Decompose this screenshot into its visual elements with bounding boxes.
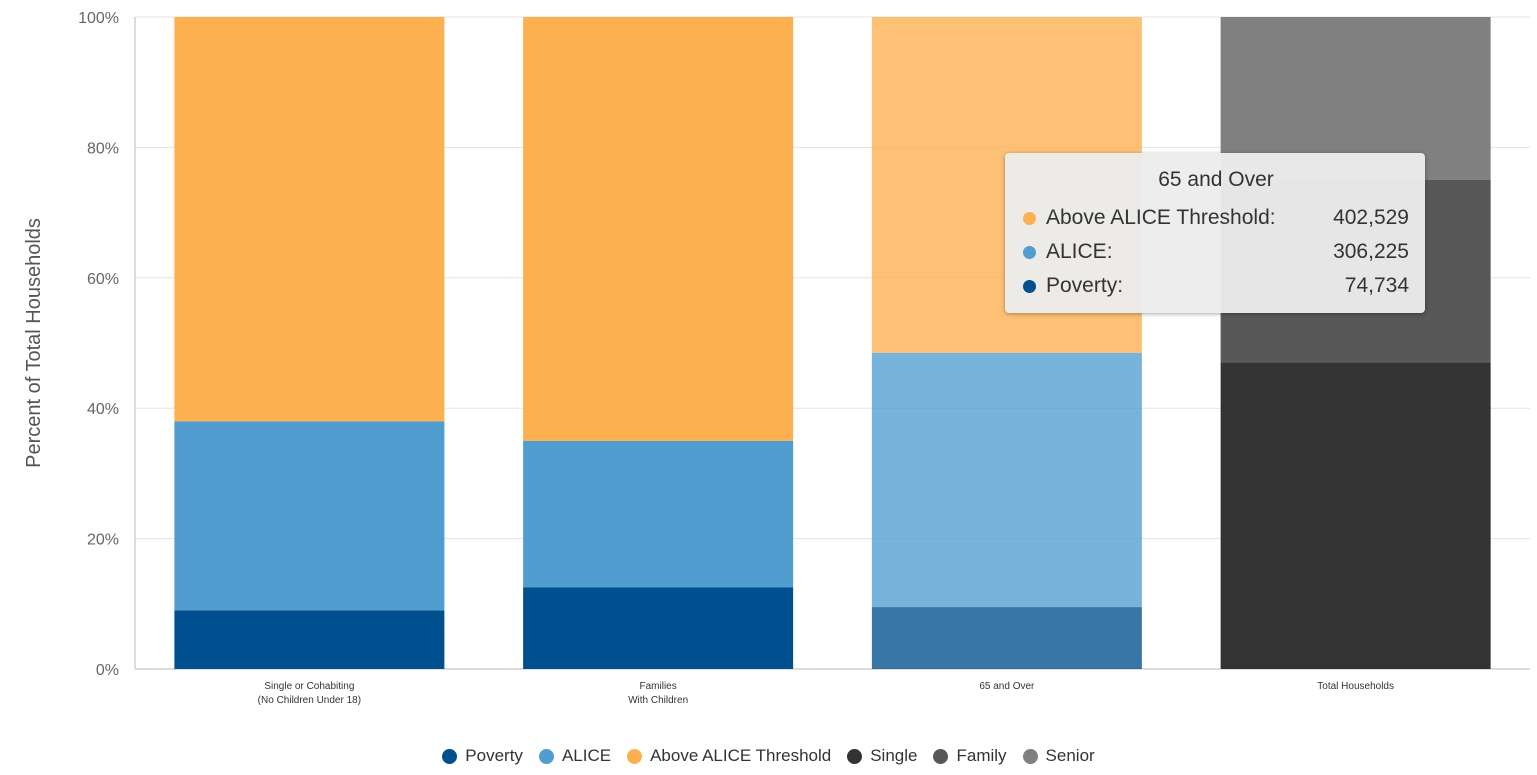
bar-segment-single[interactable] (1220, 362, 1491, 669)
bar-segment-alice[interactable] (871, 352, 1142, 608)
bar-segment-above-alice-threshold[interactable] (523, 17, 794, 441)
legend-item-poverty[interactable]: Poverty (442, 746, 523, 766)
legend-item-alice[interactable]: ALICE (538, 746, 612, 766)
legend-label: Poverty (465, 746, 523, 765)
legend-label: Single (870, 746, 918, 765)
x-tick-label: Families With Children (628, 681, 688, 706)
legend-label: ALICE (561, 746, 612, 765)
legend-item-senior[interactable]: Senior (1022, 746, 1095, 766)
bar-segment-poverty[interactable] (871, 607, 1142, 669)
above-alice-dot-icon (627, 748, 643, 764)
legend-item-family[interactable]: Family (933, 746, 1007, 766)
bar-segment-above-alice-threshold[interactable] (174, 17, 445, 422)
bar-segment-poverty[interactable] (523, 587, 794, 670)
family-dot-icon (933, 748, 949, 764)
tooltip-row-above-alice: Above ALICE Threshold: 402,529 (1023, 201, 1409, 235)
y-axis-title: Percent of Total Households (23, 218, 45, 468)
bar-segment-senior[interactable] (1220, 17, 1491, 180)
hover-tooltip: 65 and Over Above ALICE Threshold: 402,5… (1005, 153, 1425, 313)
legend-label: Above ALICE Threshold (650, 746, 832, 765)
y-tick-label: 100% (78, 10, 119, 27)
axes: 0% 20% 40% 60% 80% 100% Single or Cohabiting (N… (78, 10, 1394, 706)
tooltip-label: Poverty: (1046, 274, 1124, 297)
legend-item-above-alice[interactable]: Above ALICE Threshold (627, 746, 831, 766)
legend-label: Senior (1045, 746, 1095, 765)
alice-dot-icon (1023, 245, 1036, 259)
chart-legend: Poverty ALICE Above ALICE Threshold Sing… (0, 742, 1537, 770)
legend-item-single[interactable]: Single (847, 746, 917, 766)
bar-segment-alice[interactable] (174, 421, 445, 611)
x-tick-label: Total Households (1317, 681, 1394, 692)
y-tick-label: 40% (87, 401, 119, 418)
legend-label: Family (956, 746, 1007, 765)
tooltip-value: 74,734 (1344, 274, 1409, 297)
y-tick-label: 20% (87, 532, 119, 549)
poverty-dot-icon (442, 748, 458, 764)
tooltip-title: 65 and Over (1158, 168, 1274, 191)
tooltip-value: 306,225 (1333, 240, 1409, 263)
tooltip-row-alice: ALICE: 306,225 (1023, 235, 1409, 269)
alice-dot-icon (538, 748, 554, 764)
tooltip-label: Above ALICE Threshold: (1046, 206, 1276, 229)
poverty-dot-icon (1023, 279, 1036, 293)
single-dot-icon (847, 748, 863, 764)
x-tick-label: 65 and Over (979, 681, 1035, 692)
y-tick-label: 80% (87, 140, 119, 157)
tooltip-value: 402,529 (1333, 206, 1409, 229)
bars (174, 17, 1491, 670)
above-alice-dot-icon (1023, 211, 1036, 225)
tooltip-label: ALICE: (1046, 240, 1113, 263)
x-tick-label: Single or Cohabiting (No Children Under 1… (258, 681, 361, 706)
y-tick-label: 60% (87, 271, 119, 288)
y-tick-label: 0% (96, 662, 119, 679)
senior-dot-icon (1022, 748, 1038, 764)
bar-segment-poverty[interactable] (174, 610, 445, 669)
tooltip-row-poverty: Poverty: 74,734 (1023, 269, 1409, 303)
bar-segment-alice[interactable] (523, 440, 794, 588)
